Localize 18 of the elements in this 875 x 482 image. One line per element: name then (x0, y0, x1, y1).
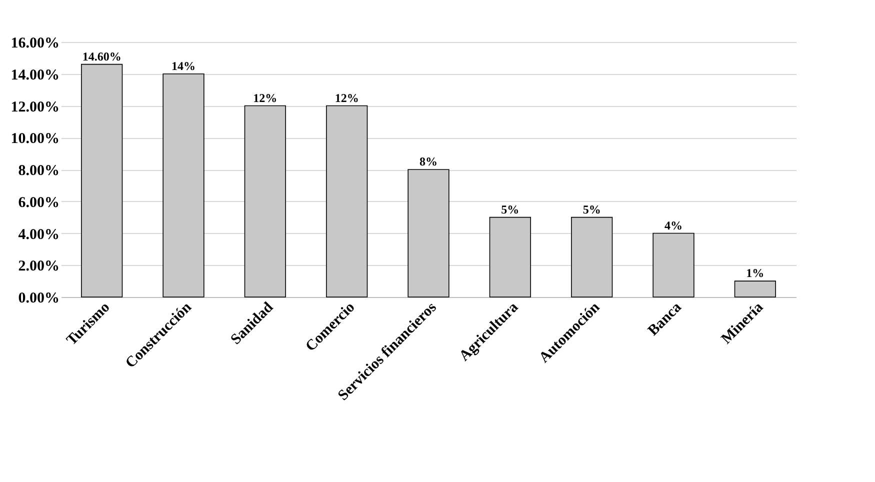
data-label: 4% (664, 218, 682, 232)
data-label: 12% (253, 90, 278, 105)
data-label: 8% (420, 154, 438, 168)
data-label: 14% (172, 58, 196, 73)
data-label: 1% (746, 266, 764, 280)
data-label: 14.60% (82, 49, 122, 64)
y-tick-label: 16.00% (10, 36, 60, 52)
y-tick-label: 14.00% (10, 67, 60, 84)
y-tick-label: 2.00% (18, 258, 60, 275)
data-label: 5% (582, 202, 601, 216)
data-label: 5% (501, 202, 520, 216)
data-label: 12% (334, 90, 359, 105)
y-tick-label: 0.00% (18, 290, 60, 306)
y-tick-label: 8.00% (18, 163, 60, 179)
y-tick-label: 4.00% (18, 226, 60, 243)
y-tick-label: 6.00% (18, 194, 60, 211)
y-tick-label: 12.00% (10, 99, 60, 116)
y-tick-label: 10.00% (10, 131, 60, 148)
